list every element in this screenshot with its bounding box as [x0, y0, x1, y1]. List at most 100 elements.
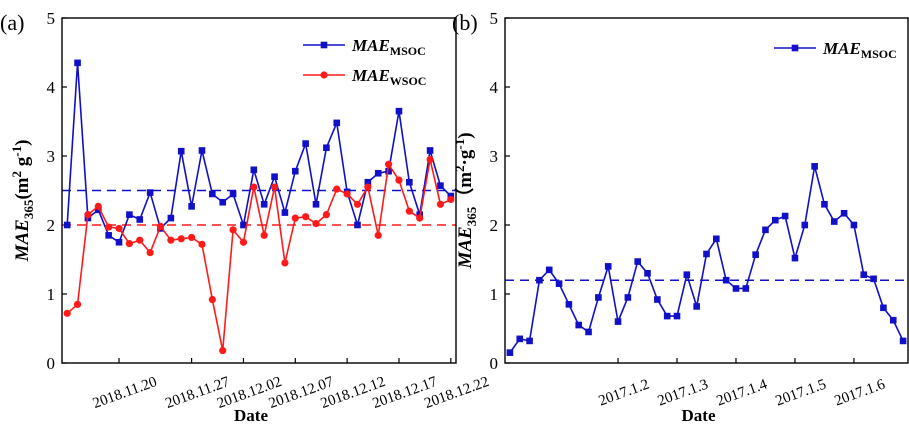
- data-point: [663, 312, 671, 320]
- data-point: [260, 231, 268, 239]
- data-point: [850, 221, 858, 229]
- panel-label: (a): [0, 10, 24, 35]
- y-axis-label-part: MAE: [455, 226, 476, 269]
- data-point: [575, 321, 583, 329]
- data-point: [860, 271, 868, 278]
- data-point: [395, 107, 403, 115]
- data-point: [219, 198, 227, 206]
- data-point: [437, 182, 444, 189]
- data-point: [146, 249, 154, 257]
- data-point: [136, 216, 144, 223]
- data-point: [302, 213, 310, 221]
- data-point: [74, 59, 81, 67]
- legend-name: MAE: [351, 66, 390, 85]
- x-axis-label: Date: [234, 406, 268, 425]
- data-point: [781, 212, 789, 220]
- panel-label: (b): [452, 10, 478, 35]
- data-point: [416, 214, 424, 222]
- data-point: [634, 258, 641, 265]
- data-point: [840, 209, 848, 217]
- data-point: [333, 185, 341, 193]
- data-point: [406, 178, 413, 186]
- data-point: [188, 233, 196, 242]
- data-point: [105, 223, 113, 231]
- data-point: [585, 328, 592, 336]
- data-point: [63, 309, 71, 317]
- x-tick-label: 2017.1.4: [715, 376, 770, 409]
- legend-marker: [791, 44, 799, 52]
- data-point: [374, 231, 382, 239]
- data-point: [229, 226, 237, 234]
- data-point: [732, 285, 740, 292]
- data-point: [136, 236, 144, 244]
- data-point: [291, 167, 299, 175]
- data-point: [654, 296, 661, 303]
- data-point: [126, 211, 133, 218]
- data-point: [506, 349, 514, 356]
- legend-marker: [320, 41, 328, 49]
- data-point: [94, 202, 102, 210]
- data-point: [374, 169, 382, 177]
- data-point: [405, 207, 413, 215]
- data-point: [333, 119, 341, 127]
- y-tick-label: 0: [490, 354, 499, 373]
- data-point: [565, 301, 573, 308]
- y-axis-label-part: ·g: [455, 149, 476, 165]
- y-axis-label-part: g: [12, 156, 33, 171]
- y-axis-label-part: ): [12, 140, 33, 146]
- data-point: [302, 140, 309, 147]
- data-point: [555, 280, 563, 287]
- data-point: [260, 201, 268, 208]
- x-tick-label: 2017.1.5: [774, 377, 829, 410]
- data-point: [343, 190, 351, 198]
- legend-label: MAEMSOC: [822, 39, 897, 61]
- data-point: [889, 316, 897, 324]
- data-point: [240, 221, 247, 229]
- data-point: [385, 167, 392, 175]
- data-point: [604, 263, 612, 270]
- data-point: [426, 147, 434, 154]
- data-point: [271, 173, 278, 180]
- y-axis-label-part: （m: [453, 172, 476, 207]
- y-axis-label-part: 365: [464, 206, 479, 226]
- data-point: [198, 147, 206, 154]
- data-point: [364, 178, 372, 186]
- y-tick-label: 2: [490, 216, 499, 235]
- y-axis-label-part: -1: [452, 139, 467, 150]
- data-point: [167, 236, 175, 244]
- data-point: [545, 266, 553, 274]
- data-point: [250, 183, 258, 191]
- data-point: [198, 240, 206, 248]
- y-axis-label-part: 2: [9, 171, 24, 178]
- data-point: [772, 216, 779, 224]
- y-tick-label: 3: [490, 147, 499, 166]
- y-tick-label: 0: [47, 354, 56, 373]
- data-point: [354, 221, 361, 229]
- data-point: [125, 240, 133, 248]
- data-point: [291, 214, 299, 222]
- data-point: [426, 155, 434, 164]
- data-point: [188, 203, 195, 210]
- data-point: [115, 238, 123, 246]
- data-point: [353, 200, 362, 208]
- data-point: [322, 211, 330, 219]
- data-point: [84, 211, 92, 219]
- data-point: [752, 251, 759, 258]
- x-tick-label: 2017.1.6: [833, 376, 888, 409]
- data-point: [281, 259, 289, 267]
- y-axis-label-part: -1: [9, 146, 24, 157]
- data-point: [811, 163, 818, 170]
- data-point: [312, 220, 320, 228]
- data-point: [436, 200, 445, 208]
- data-point: [63, 221, 71, 229]
- data-point: [281, 209, 289, 216]
- data-point: [73, 300, 82, 308]
- data-point: [250, 166, 258, 174]
- data-point: [673, 312, 681, 320]
- data-point: [693, 303, 700, 310]
- data-point: [156, 222, 165, 230]
- y-tick-label: 1: [490, 285, 499, 304]
- data-point: [722, 276, 730, 284]
- data-point: [703, 250, 710, 258]
